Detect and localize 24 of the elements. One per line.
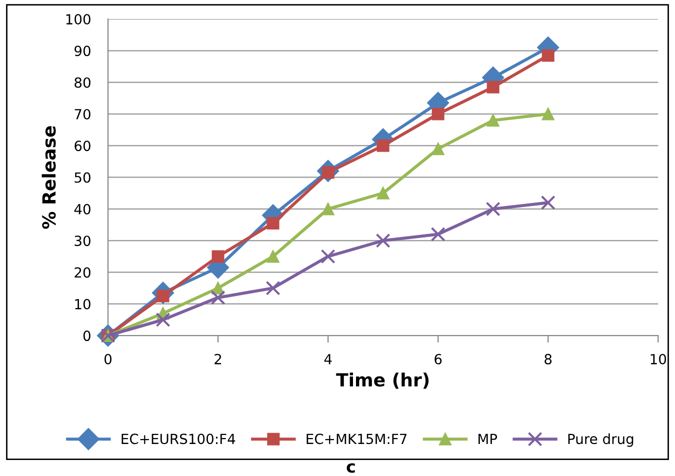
x-tick-label: 8 <box>544 354 552 364</box>
y-tick-label: 90 <box>74 46 90 56</box>
legend-label: MP <box>478 434 498 444</box>
y-tick-label: 80 <box>74 77 90 88</box>
y-tick-label: 30 <box>74 236 90 246</box>
legend-label: Pure drug <box>568 433 634 447</box>
x-tick-label: 6 <box>434 354 442 364</box>
y-tick-label: 100 <box>66 14 90 25</box>
y-tick-label: 70 <box>74 108 90 120</box>
x-tick-label: 4 <box>324 354 332 364</box>
x-tick-label: 10 <box>650 354 666 364</box>
y-tick-label: 0 <box>83 330 90 342</box>
x-axis-title: Time (hr) <box>336 372 429 389</box>
legend-label: EC+EURS100:F4 <box>122 434 236 444</box>
y-tick-label: 20 <box>74 267 90 278</box>
x-tick-label: 0 <box>104 354 112 364</box>
legend-label: EC+MK15M:F7 <box>306 434 407 444</box>
text: c <box>346 463 355 473</box>
y-tick-label: 60 <box>74 140 90 152</box>
y-tick-label: 10 <box>75 298 90 310</box>
y-axis-title: % Release <box>42 126 56 229</box>
y-tick-label: 50 <box>74 172 90 183</box>
x-tick-label: 2 <box>214 354 222 364</box>
y-tick-label: 40 <box>74 204 90 214</box>
